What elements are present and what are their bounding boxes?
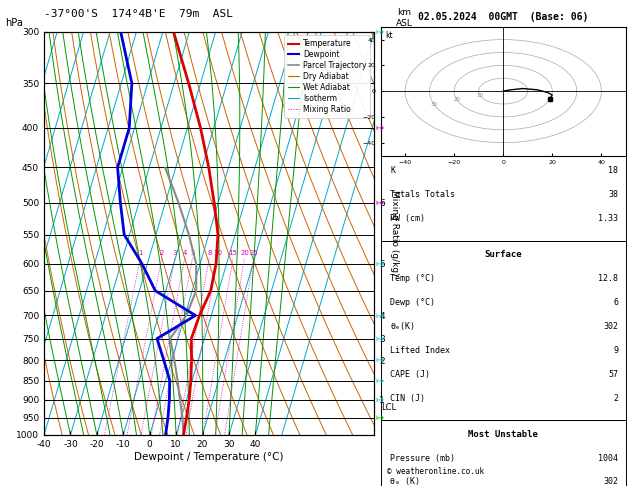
Text: Dewp (°C): Dewp (°C)	[391, 298, 435, 308]
Text: ↦: ↦	[376, 27, 384, 36]
Text: 10: 10	[213, 250, 222, 256]
Text: 302: 302	[603, 322, 618, 331]
Text: 2: 2	[160, 250, 164, 256]
Text: km
ASL: km ASL	[396, 8, 413, 28]
Legend: Temperature, Dewpoint, Parcel Trajectory, Dry Adiabat, Wet Adiabat, Isotherm, Mi: Temperature, Dewpoint, Parcel Trajectory…	[284, 35, 370, 118]
Text: 6: 6	[613, 298, 618, 308]
Text: Lifted Index: Lifted Index	[391, 347, 450, 355]
Text: 1004: 1004	[599, 453, 618, 463]
Text: CIN (J): CIN (J)	[391, 394, 425, 403]
Text: © weatheronline.co.uk: © weatheronline.co.uk	[387, 467, 484, 476]
Text: 57: 57	[608, 370, 618, 380]
X-axis label: Dewpoint / Temperature (°C): Dewpoint / Temperature (°C)	[135, 451, 284, 462]
Text: θₑ(K): θₑ(K)	[391, 322, 415, 331]
Text: ↦: ↦	[376, 413, 384, 423]
Text: 9: 9	[613, 347, 618, 355]
Y-axis label: Mixing Ratio (g/kg): Mixing Ratio (g/kg)	[391, 191, 399, 276]
Text: ↦: ↦	[376, 355, 384, 365]
Text: θₑ (K): θₑ (K)	[391, 477, 420, 486]
Text: 8: 8	[207, 250, 211, 256]
Text: ↦: ↦	[376, 198, 384, 208]
Text: ↦: ↦	[376, 376, 384, 385]
Text: ↦: ↦	[376, 259, 384, 269]
Text: 5: 5	[190, 250, 194, 256]
Text: K: K	[391, 166, 396, 174]
Text: 38: 38	[608, 190, 618, 199]
Text: Totals Totals: Totals Totals	[391, 190, 455, 199]
Text: 12.8: 12.8	[599, 275, 618, 283]
Text: 3: 3	[173, 250, 177, 256]
Text: 4: 4	[182, 250, 187, 256]
Text: 302: 302	[603, 477, 618, 486]
Text: 18: 18	[608, 166, 618, 174]
Text: PW (cm): PW (cm)	[391, 214, 425, 223]
Text: 1: 1	[138, 250, 143, 256]
Text: kt: kt	[386, 31, 393, 39]
Text: 15: 15	[229, 250, 238, 256]
Text: 30: 30	[430, 102, 438, 107]
Text: CAPE (J): CAPE (J)	[391, 370, 430, 380]
Text: -37°00'S  174°4B'E  79m  ASL: -37°00'S 174°4B'E 79m ASL	[44, 9, 233, 19]
Text: 25: 25	[249, 250, 258, 256]
Text: ↦: ↦	[376, 395, 384, 405]
Text: Surface: Surface	[484, 250, 522, 260]
Text: ↦: ↦	[376, 333, 384, 344]
Text: 1.33: 1.33	[599, 214, 618, 223]
Text: Temp (°C): Temp (°C)	[391, 275, 435, 283]
Text: 2: 2	[613, 394, 618, 403]
Text: 20: 20	[454, 97, 460, 103]
Text: 20: 20	[240, 250, 249, 256]
Text: hPa: hPa	[6, 17, 23, 28]
Text: ↦: ↦	[376, 123, 384, 133]
Text: Pressure (mb): Pressure (mb)	[391, 453, 455, 463]
Text: 02.05.2024  00GMT  (Base: 06): 02.05.2024 00GMT (Base: 06)	[418, 12, 588, 22]
Text: ↦: ↦	[376, 311, 384, 320]
Text: Most Unstable: Most Unstable	[468, 430, 538, 439]
Text: LCL: LCL	[381, 402, 396, 412]
Text: 10: 10	[477, 93, 484, 98]
